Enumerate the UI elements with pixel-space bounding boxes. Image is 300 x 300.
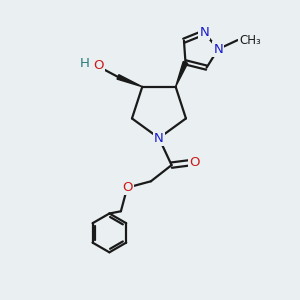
Text: H: H (80, 57, 90, 70)
Polygon shape (176, 61, 188, 87)
Polygon shape (117, 75, 142, 87)
Text: CH₃: CH₃ (239, 34, 261, 46)
Text: O: O (93, 59, 104, 72)
Text: N: N (154, 132, 164, 145)
Text: N: N (199, 26, 209, 39)
Text: O: O (122, 181, 133, 194)
Text: O: O (190, 156, 200, 169)
Text: N: N (213, 43, 223, 56)
